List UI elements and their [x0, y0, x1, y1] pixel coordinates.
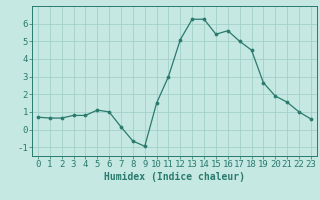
X-axis label: Humidex (Indice chaleur): Humidex (Indice chaleur) — [104, 172, 245, 182]
